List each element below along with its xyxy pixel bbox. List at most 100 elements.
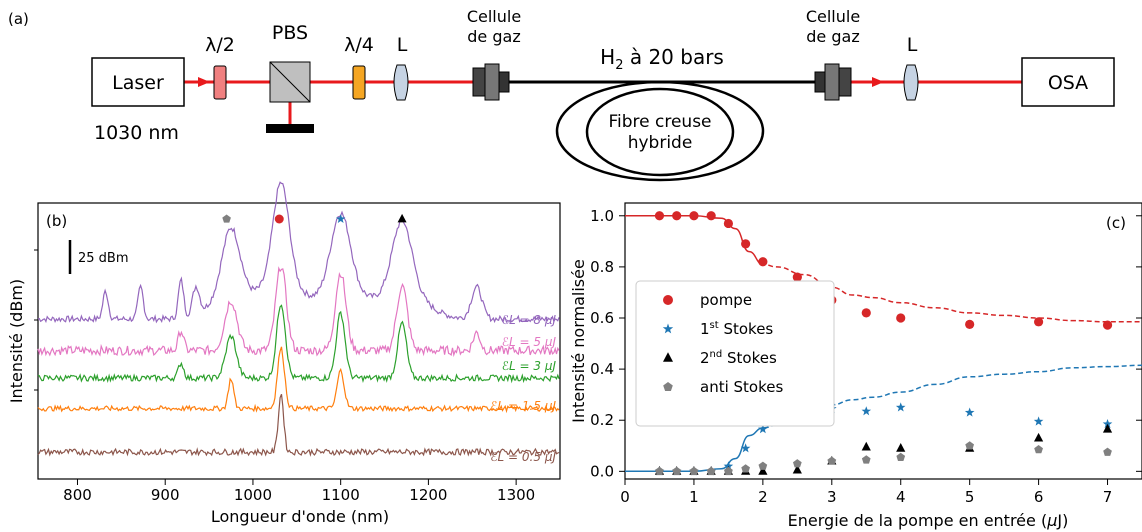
- data-point-star: [723, 461, 734, 471]
- osa-box: [1021, 57, 1115, 107]
- data-point-triangle: [861, 441, 871, 451]
- fiber-label-line2: hybride: [628, 133, 693, 153]
- energy-label: ℰL = 0.5 μJ: [490, 450, 556, 464]
- laser-box: [91, 57, 185, 107]
- quarter-wave-plate: [352, 65, 366, 100]
- spectra-line-marker-pentagon: [222, 214, 231, 223]
- gas-cell-left: [472, 63, 510, 101]
- pbs-label: PBS: [272, 22, 308, 44]
- intensity-frame: [624, 202, 1142, 480]
- legend-marker-triangle: [663, 352, 673, 362]
- spectrum-trace: [37, 346, 560, 414]
- spectra-x-tick-label: 800: [63, 486, 92, 504]
- laser-wavelength: 1030 nm: [94, 122, 179, 144]
- data-point-pentagon: [689, 466, 699, 476]
- legend-label-anti-stokes: anti Stokes: [700, 378, 783, 396]
- data-point-circle: [672, 211, 682, 221]
- data-point-triangle: [1102, 423, 1113, 433]
- data-point-pentagon: [827, 456, 837, 465]
- data-point-star: [740, 443, 751, 453]
- fit-curve-dashed: [762, 263, 1142, 323]
- beam-dump: [266, 124, 314, 133]
- fit-curve-solid: [624, 427, 763, 473]
- energy-label: ℰL = 5 μJ: [502, 335, 557, 349]
- data-point-pentagon: [758, 461, 768, 470]
- data-point-triangle: [758, 466, 768, 475]
- data-point-circle: [1102, 320, 1113, 330]
- data-point-pentagon: [896, 452, 906, 461]
- setup-panel: (a) Laser 1030 nm λ/2 PBS λ/4 L Cellule: [8, 7, 1115, 182]
- data-point-pentagon: [655, 466, 664, 476]
- spectrum-trace: [37, 266, 560, 358]
- spectra-xlabel: Longueur d'onde (nm): [211, 507, 389, 526]
- fit-curve-solid: [625, 215, 763, 266]
- y-tick-label: 0.6: [590, 309, 614, 327]
- legend-markers: [662, 295, 674, 391]
- x-tick-label: 2: [758, 488, 768, 506]
- spectra-x-tick-label: 1300: [497, 486, 535, 504]
- data-point-star: [1033, 416, 1044, 426]
- beam-arrow-right: [872, 77, 884, 87]
- spectra-line-marker-circle: [274, 214, 284, 224]
- legend-label-pompe: pompe: [700, 291, 752, 309]
- spectra-panel: 800 900 1000 1100 1200 1300 ℰL = 8 μJ ℰL = 5 μ…: [7, 181, 561, 526]
- gas-cell-right-line2: de gaz: [806, 27, 859, 46]
- lens-left: [393, 64, 409, 101]
- intensity-fits: [624, 215, 1142, 473]
- data-point-circle: [758, 257, 768, 267]
- energy-label: ℰL = 3 μJ: [502, 359, 557, 373]
- intensity-ticks: 0 1 2 3 4 5 6 7 0.0 0.2 0.4 0.6 0.8 1.0: [590, 207, 1142, 506]
- y-tick-label: 1.0: [590, 207, 614, 225]
- data-point-pentagon: [672, 466, 682, 476]
- fiber-coil-outer: [555, 80, 765, 182]
- quarter-wave-label: λ/4: [344, 34, 374, 56]
- data-point-circle: [689, 211, 699, 221]
- half-wave-label: λ/2: [205, 34, 235, 56]
- fiber-coil-inner: [585, 87, 735, 177]
- x-tick-label: 0: [620, 488, 630, 506]
- spectra-line-marker-triangle: [397, 213, 407, 223]
- data-point-circle: [1034, 317, 1044, 327]
- legend: pompe 1st Stokes 2nd Stokes anti Stokes: [635, 280, 835, 427]
- spectra-ylabel: Intensité (dBm): [7, 279, 26, 403]
- gas-cell-left-line1: Cellule: [467, 7, 521, 26]
- x-tick-label: 1: [689, 488, 699, 506]
- intensity-points: [654, 211, 1113, 476]
- spectra-x-tick-label: 900: [151, 486, 180, 504]
- spectra-traces: [37, 181, 560, 457]
- legend-marker-star: [662, 323, 674, 334]
- data-point-pentagon: [724, 466, 733, 476]
- panel-label-c: (c): [1106, 214, 1126, 232]
- legend-box: [635, 280, 835, 427]
- energy-label: ℰL = 8 μJ: [502, 313, 557, 327]
- osa-label: OSA: [1048, 72, 1088, 94]
- data-point-pentagon: [741, 464, 750, 473]
- data-point-pentagon: [1034, 445, 1043, 454]
- legend-label-1st-stokes: 1st Stokes: [700, 320, 773, 338]
- data-point-pentagon: [1103, 447, 1112, 456]
- panel-label-a: (a): [8, 10, 29, 28]
- y-tick-label: 0.0: [590, 462, 614, 480]
- spectrum-trace: [37, 181, 560, 324]
- data-point-triangle: [792, 464, 802, 474]
- fit-curve-dashed: [762, 364, 1142, 429]
- data-point-star: [1102, 419, 1113, 429]
- data-point-circle: [792, 272, 802, 282]
- spectra-markers: [222, 213, 407, 224]
- x-tick-label: 3: [827, 488, 837, 506]
- intensity-xlabel: Energie de la pompe en entrée (μJ): [788, 511, 1069, 530]
- data-point-star: [758, 424, 768, 434]
- spectra-x-tick-label: 1000: [234, 486, 272, 504]
- data-point-triangle: [896, 443, 906, 452]
- data-point-star: [964, 407, 975, 417]
- scale-bar-label: 25 dBm: [78, 251, 129, 266]
- pbs-diagonal: [269, 61, 311, 103]
- gas-pressure-label: H2 à 20 bars: [600, 45, 724, 73]
- data-point-circle: [723, 218, 734, 229]
- lens-left-label: L: [397, 34, 408, 56]
- beam-arrow-left: [198, 77, 210, 87]
- y-tick-label: 0.8: [590, 258, 614, 276]
- data-point-pentagon: [793, 459, 802, 468]
- spectra-line-marker-star: [336, 214, 346, 223]
